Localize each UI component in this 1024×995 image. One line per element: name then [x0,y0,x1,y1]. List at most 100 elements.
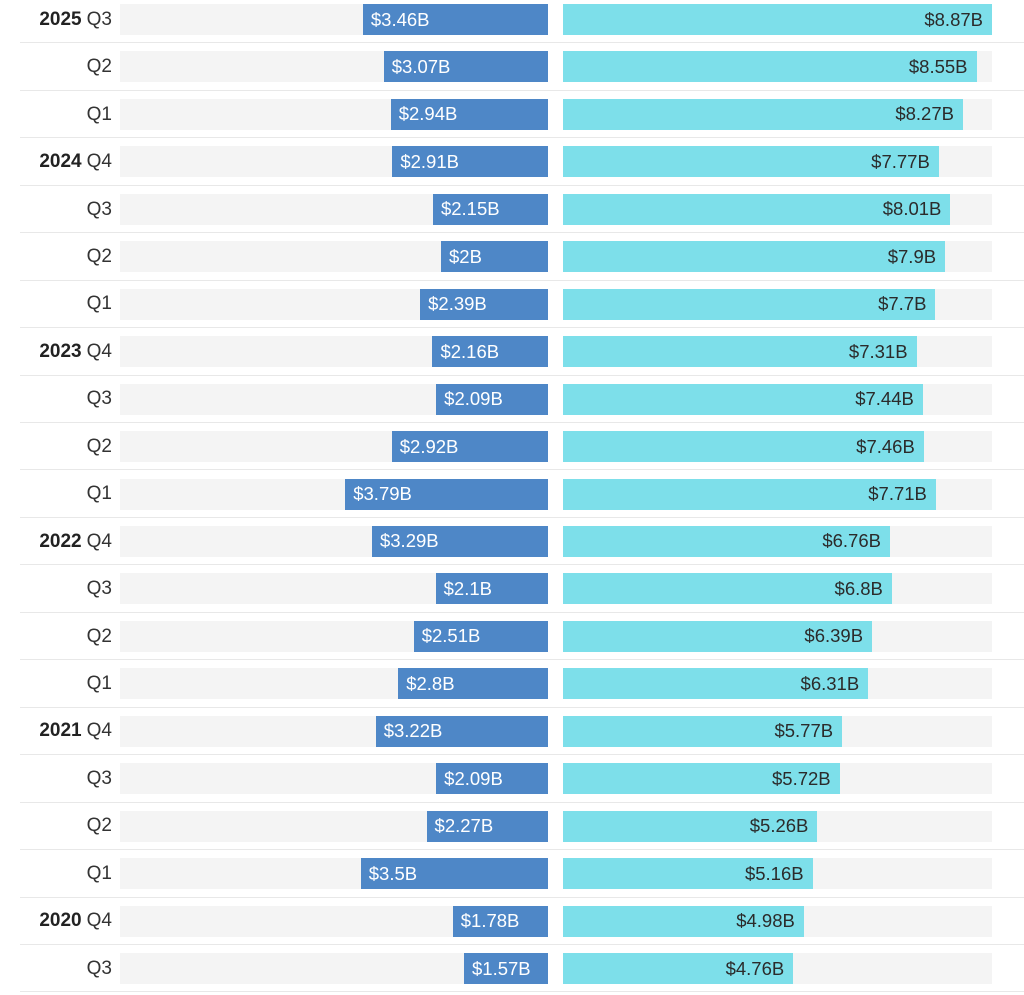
category-label: Q2 [87,423,112,470]
category-label: Q1 [87,91,112,138]
bar-left [375,715,548,747]
bar-left [390,98,548,130]
row-divider [20,422,1024,424]
bar-right [563,478,936,510]
bar-right-value-label: $6.8B [834,577,883,599]
bar-right [563,573,892,605]
bar-right-value-label: $5.77B [774,720,834,742]
chart-row: 2025 Q3 $3.46B $8.87B [0,0,1024,44]
chart-row: 2023 Q4 $2.16B $7.31B [0,328,1024,376]
category-label: Q1 [87,471,112,518]
bar-right-value-label: $5.72B [772,767,831,789]
row-divider [20,327,1024,329]
row-divider [20,89,1024,91]
bar-left [345,478,548,510]
bar-right [563,288,936,320]
bar-right-value-label: $8.87B [924,8,983,30]
row-divider [20,991,1024,993]
category-label: Q1 [87,850,112,897]
chart-row: Q1 $2.8B $6.31B [0,660,1024,708]
bar-right-value-label: $6.39B [804,625,864,647]
quarter-label: Q3 [86,957,112,979]
bar-right [563,668,869,700]
bar-right [563,810,818,842]
row-divider [20,564,1024,566]
bar-left [435,573,548,605]
bar-left-value-label: $2.91B [400,150,459,172]
bar-right [563,858,813,890]
quarter-label: Q3 [86,198,112,220]
chart-row: Q2 $2.51B $6.39B [0,613,1024,661]
bar-right [563,336,917,368]
bar-left-value-label: $3.07B [391,55,451,77]
quarter-label: Q1 [86,293,112,315]
bar-right [563,905,804,937]
bar-left [360,858,548,890]
chart-row: Q2 $2.27B $5.26B [0,803,1024,851]
year-label: 2021 [39,720,82,742]
bar-left [432,336,548,368]
bar-left-value-label: $3.46B [370,8,430,30]
bar-left-value-label: $2.92B [399,435,459,457]
row-divider [20,42,1024,44]
chart-row: Q2 $2B $7.9B [0,233,1024,281]
chart-row: Q3 $2.15B $8.01B [0,186,1024,234]
bar-left-value-label: $2B [449,245,482,267]
row-divider [20,611,1024,613]
bar-left-value-label: $3.5B [368,862,418,884]
year-label: 2025 [39,8,82,30]
bar-left-value-label: $2.09B [444,388,503,410]
chart-row: Q2 $2.92B $7.46B [0,423,1024,471]
row-divider [20,184,1024,186]
row-divider [20,849,1024,851]
bar-right-value-label: $7.71B [868,483,927,504]
bar-right-value-label: $5.26B [749,815,809,837]
bar-left-value-label: $2.15B [440,198,500,220]
chart-row: 2024 Q4 $2.91B $7.77B [0,138,1024,186]
category-label: Q2 [87,613,112,660]
bar-right-value-label: $7.44B [855,388,914,410]
category-label: Q3 [87,376,112,423]
bar-right-value-label: $4.98B [736,910,795,932]
bar-right-value-label: $7.46B [856,435,915,457]
bar-right [563,146,939,178]
category-label: 2020 Q4 [39,898,112,945]
quarter-label: Q3 [86,388,112,410]
chart-row: Q3 $2.09B $7.44B [0,376,1024,424]
quarter-label: Q4 [86,720,112,742]
row-divider [20,754,1024,756]
row-divider [20,279,1024,281]
year-label: 2022 [39,530,82,552]
year-label: 2023 [39,340,82,362]
row-divider [20,801,1024,803]
quarter-label: Q4 [86,910,112,932]
bar-left-value-label: $2.51B [421,625,481,647]
bar-left-value-label: $2.94B [398,103,458,125]
bar-left [362,4,548,35]
bar-right-value-label: $6.76B [822,530,881,552]
bar-right-value-label: $8.55B [908,55,968,77]
quarter-label: Q1 [86,862,112,884]
row-divider [20,896,1024,898]
chart-row: Q3 $1.57B $4.76B [0,945,1024,993]
bar-left-value-label: $2.39B [428,293,487,315]
chart-row: Q1 $3.79B $7.71B [0,471,1024,518]
quarter-label: Q4 [86,151,112,173]
quarter-label: Q3 [86,578,112,600]
chart-row: Q2 $3.07B $8.55B [0,43,1024,91]
bar-left [383,51,548,83]
bar-right [563,4,992,35]
bar-right [563,193,951,225]
chart-row: 2021 Q4 $3.22B $5.77B [0,708,1024,756]
year-label: 2024 [39,151,82,173]
category-label: 2023 Q4 [39,328,112,375]
chart-row: Q1 $3.5B $5.16B [0,850,1024,898]
quarter-label: Q2 [86,435,112,457]
bar-right-value-label: $8.01B [882,198,942,220]
row-divider [20,137,1024,139]
bar-left [426,810,548,842]
bar-right [563,953,794,984]
quarter-label: Q3 [86,767,112,789]
category-label: Q2 [87,233,112,280]
